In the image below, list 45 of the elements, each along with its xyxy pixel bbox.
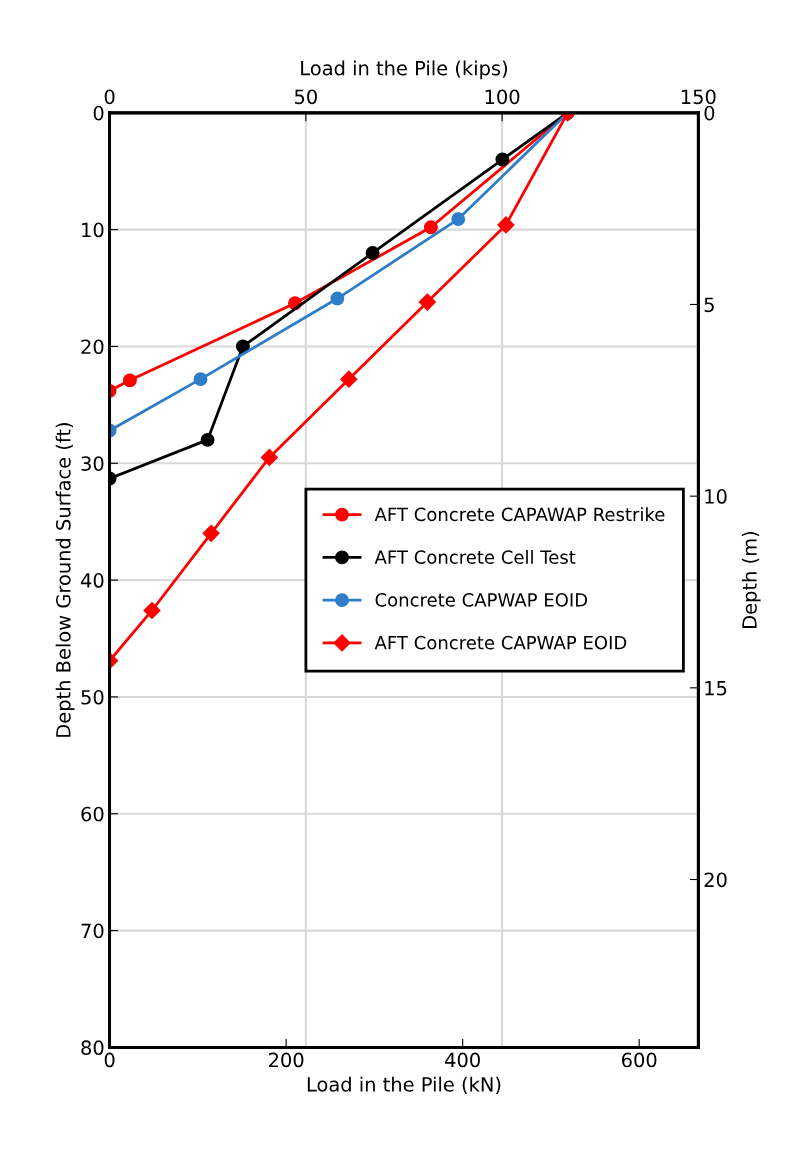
y2-tick-label: 5 [704,297,714,313]
y2-tick-label: 15 [705,681,727,696]
legend-label: AFT Concrete Cell Test [374,549,576,564]
y2-tick-label: 0 [704,105,715,121]
point [451,212,466,227]
y-axis-title: Depth Below Ground Surface (ft) [55,423,75,737]
x2-axis-title: Load in the Pile (kips) [301,60,507,80]
point [202,524,220,542]
y2-tick-label: 10 [705,489,727,504]
y-tick-label: 80 [81,1040,104,1056]
point [423,220,438,235]
legend-label: AFT Concrete CAPWAP EOID [374,635,627,650]
y-tick-label: 10 [82,222,104,238]
legend-label: Concrete CAPWAP EOID [375,593,588,607]
x-axis-title: Load in the Pile (kN) [307,1076,501,1094]
x-tick-label: 200 [269,1052,304,1068]
x-tick-label: 0 [104,1052,115,1068]
point [235,339,250,354]
point [200,432,215,447]
x-tick-label: 400 [445,1052,480,1068]
y-tick-label: 40 [80,573,104,588]
point [418,293,436,311]
y-tick-label: 30 [81,456,104,471]
point [495,152,510,167]
legend-label: AFT Concrete CAPAWAP Restrike [374,507,665,522]
x-tick-label: 600 [621,1052,657,1068]
y-tick-label: 50 [81,689,104,705]
x2-tick-label: 50 [294,89,317,105]
y2-tick-label: 20 [704,872,727,888]
y-tick-label: 60 [81,806,104,822]
point [340,370,358,388]
point [497,216,515,234]
x2-tick-label: 100 [485,89,520,105]
y-tick-label: 70 [81,923,104,939]
y-tick-label: 20 [81,339,104,355]
point [365,246,380,260]
point [143,601,161,620]
x2-tick-label: 0 [104,89,115,105]
point [260,448,278,466]
point [122,373,137,388]
point [330,291,345,306]
x2-tick-label: 150 [681,89,716,105]
y-tick-label: 0 [93,105,104,121]
y2-axis-title: Depth (m) [741,532,761,628]
point [193,372,208,387]
